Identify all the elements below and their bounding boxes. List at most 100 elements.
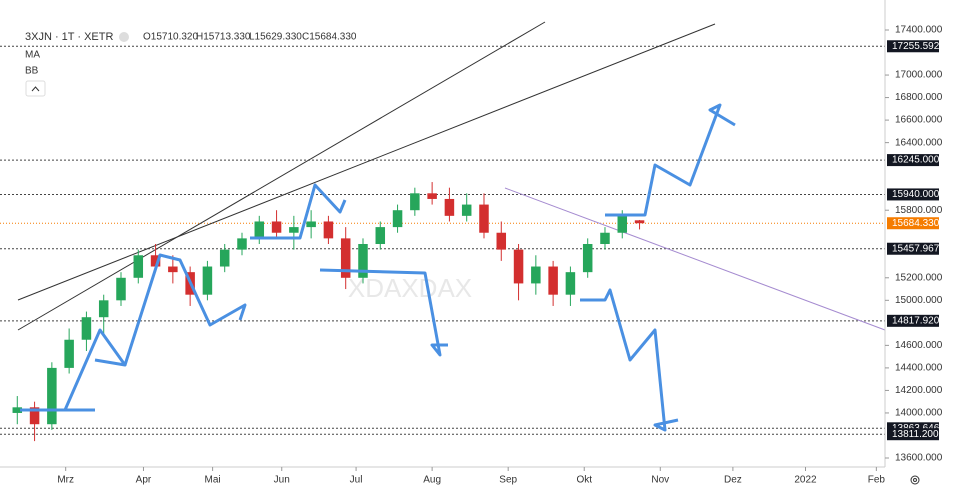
candle-body [548,266,558,295]
trend-line [17,21,546,331]
candle-body [323,221,334,239]
levels [0,45,885,435]
symbol: 3XJN · 1T · XETR [25,31,113,43]
candle-body [168,266,178,273]
level-box [887,428,939,441]
indicator[interactable]: BB [25,66,39,77]
x-tick-label: Apr [136,475,152,486]
y-tick-label: 15800.000 [895,205,943,216]
y-tick-label: 15000.000 [895,295,943,306]
x-tick-label: Mai [205,475,221,486]
level-box [887,188,939,201]
level-label: 16245.000 [892,155,940,166]
arrow [250,183,347,240]
candle-body [64,339,74,368]
y-tick-label: 16800.000 [895,92,943,103]
ohlc-label: C15684.330 [302,32,357,43]
candle-body [202,266,213,295]
candle-body [29,407,40,425]
candle-body [47,367,57,425]
candle-body [358,244,368,278]
candle-body [289,227,299,233]
status-dot [119,32,129,42]
indicator[interactable]: MA [25,50,40,61]
arrow [63,328,127,411]
x-tick-label: Nov [651,475,669,486]
candle-body [254,221,265,239]
level-label: 15457.967 [892,243,940,254]
y-tick-label: 14200.000 [895,385,943,396]
x-tick-label: Dez [724,475,742,486]
candle-body [479,204,489,233]
ohlc-label: O15710.320 [143,32,198,43]
candle-body [271,221,282,233]
x-tick-label: Jun [274,475,290,486]
y-tick-label: 14600.000 [895,340,943,351]
candle-body [617,215,628,233]
arrow [605,103,736,217]
candle-body [513,249,524,284]
candle-body [600,232,610,244]
level-label: 17255.592 [892,41,940,52]
candle-body [98,300,109,318]
arrow [580,288,679,432]
candle-body [12,407,23,413]
candle-body [496,232,507,250]
y-tick-label: 16400.000 [895,137,943,148]
y-tick-label: 16600.000 [895,115,943,126]
axes: 13600.000 14000.000 14200.000 14400.000 1460… [57,25,942,486]
gear [913,478,917,482]
candle-body [133,255,144,278]
y-tick-label: 13600.000 [895,453,943,464]
header: 3XJN · 1T · XETR O15710.320 H15713.330 L… [25,31,357,97]
candle-body [375,227,386,244]
x-tick-label: Mrz [57,475,74,486]
level-box [887,242,939,255]
x-tick-label: Aug [423,475,441,486]
collapse-button[interactable] [25,80,46,97]
gear [910,475,920,485]
x-tick-label: Feb [868,475,886,486]
arrows [20,103,736,432]
y-tick-label: 14000.000 [895,408,943,419]
level-label: 15940.000 [892,189,940,200]
y-tick-label: 15200.000 [895,272,943,283]
candle-body [410,193,420,211]
chevron [31,86,40,92]
candle-body [531,266,541,284]
candle-body [444,198,455,216]
x-tick-label: 2022 [794,475,817,486]
last-price-label: 15684.330 [892,218,940,229]
candle-body [237,238,247,250]
candle-body [582,244,593,273]
y-tick-label: 17000.000 [895,70,943,81]
candle-body [427,193,437,199]
candle-body [81,317,92,340]
candle-body [219,249,230,267]
trend-line [504,187,886,331]
settings-icon[interactable] [910,475,920,485]
watermark: XDAXDAX [348,273,472,303]
candle-body [565,272,576,295]
candle-body [461,204,472,216]
x-tick-label: Okt [576,475,592,486]
arrow [123,253,247,366]
level-label: 14817.920 [892,315,940,326]
candle-body [150,255,161,267]
arrow [319,268,448,357]
candle-body [116,277,126,301]
candle-body [392,210,403,228]
candle-body [306,221,316,228]
y-tick-label: 14400.000 [895,363,943,374]
ohlc-label: L15629.330 [249,32,302,43]
x-tick-label: Sep [499,475,517,486]
y-tick-label: 17400.000 [895,25,943,36]
ohlc-label: H15713.330 [196,32,251,43]
candle-body [340,238,351,278]
trend-lines [17,21,886,331]
level-box [887,154,939,167]
level-box [887,40,939,53]
candle-body [634,220,645,224]
